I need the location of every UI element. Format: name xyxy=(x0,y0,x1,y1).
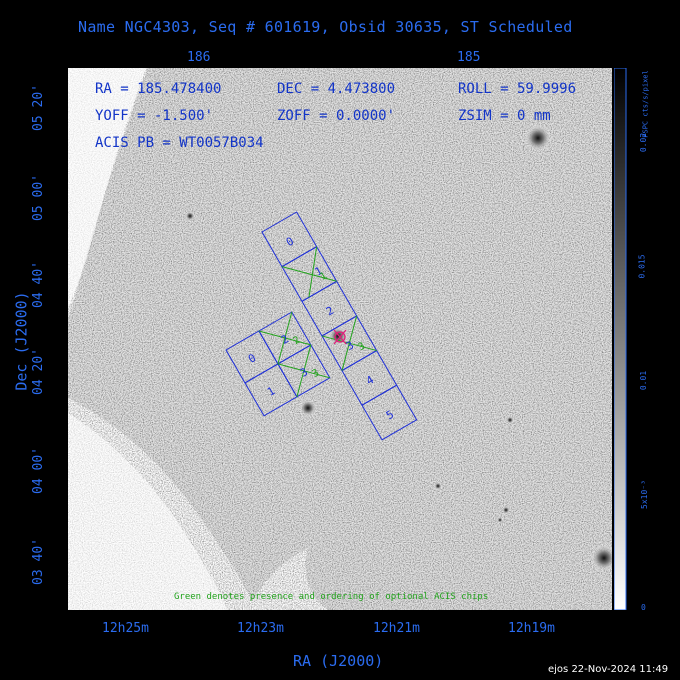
xray-source xyxy=(434,482,442,490)
colorbar xyxy=(614,68,627,610)
acis-i-chip xyxy=(277,344,331,398)
optional-order-label: 3 xyxy=(311,367,322,380)
xray-source xyxy=(590,544,612,572)
footnote: Green denotes presence and ordering of o… xyxy=(174,592,489,602)
xray-source xyxy=(185,211,195,221)
left-tick: 03 40' xyxy=(30,538,46,585)
bottom-tick: 12h23m xyxy=(237,621,284,636)
colorbar-label: PSPC cts/s/pixel xyxy=(641,70,650,138)
y-axis-label: Dec (J2000) xyxy=(12,291,31,391)
zoff-value: ZOFF = 0.0000' xyxy=(277,108,396,124)
xray-source xyxy=(524,124,552,152)
top-tick-185: 185 xyxy=(457,50,481,65)
xray-source xyxy=(299,399,317,417)
xray-source xyxy=(502,506,510,514)
left-tick: 04 20' xyxy=(30,348,46,395)
optional-order-label: 3 xyxy=(357,341,368,354)
plot-title: Name NGC4303, Seq # 601619, Obsid 30635,… xyxy=(78,18,573,36)
acis-pb-value: ACIS PB = WT0057B034 xyxy=(95,135,264,151)
colorbar-tick: 0 xyxy=(641,603,646,612)
left-tick: 05 00' xyxy=(30,174,46,221)
timestamp: ejos 22-Nov-2024 11:49 xyxy=(548,664,669,675)
colorbar-tick: 0.02 xyxy=(639,132,649,153)
bottom-tick: 12h21m xyxy=(373,621,420,636)
dec-value: DEC = 4.473800 xyxy=(277,81,396,97)
optional-chip-marks xyxy=(258,311,330,397)
bottom-tick: 12h25m xyxy=(102,621,149,636)
optional-order-label: 1 xyxy=(318,270,329,283)
colorbar-tick: 5x10⁻³ xyxy=(639,480,649,509)
left-tick: 05 20' xyxy=(30,84,46,131)
optional-order-label: 2 xyxy=(292,335,303,348)
zsim-value: ZSIM = 0 mm xyxy=(458,108,551,124)
ra-value: RA = 185.478400 xyxy=(95,81,222,97)
xray-source xyxy=(497,517,503,523)
colorbar-gradient xyxy=(614,68,626,610)
yoff-value: YOFF = -1.500' xyxy=(95,108,214,124)
x-axis-label: RA (J2000) xyxy=(293,652,384,670)
left-tick: 04 40' xyxy=(30,261,46,308)
colorbar-tick: 0.015 xyxy=(637,254,647,279)
roll-value: ROLL = 59.9996 xyxy=(458,81,577,97)
acis-s-chip xyxy=(361,384,418,441)
optional-chip-marks xyxy=(281,246,377,371)
bottom-tick: 12h19m xyxy=(508,621,555,636)
left-tick: 04 00' xyxy=(30,447,46,494)
xray-source xyxy=(506,416,514,424)
colorbar-tick: 0.01 xyxy=(639,370,649,391)
target-marker xyxy=(333,329,347,345)
top-tick-186: 186 xyxy=(187,50,211,65)
sky-map: 0 1 1 2 3 3 4 5 0 1 2 2 3 3 xyxy=(68,68,612,610)
